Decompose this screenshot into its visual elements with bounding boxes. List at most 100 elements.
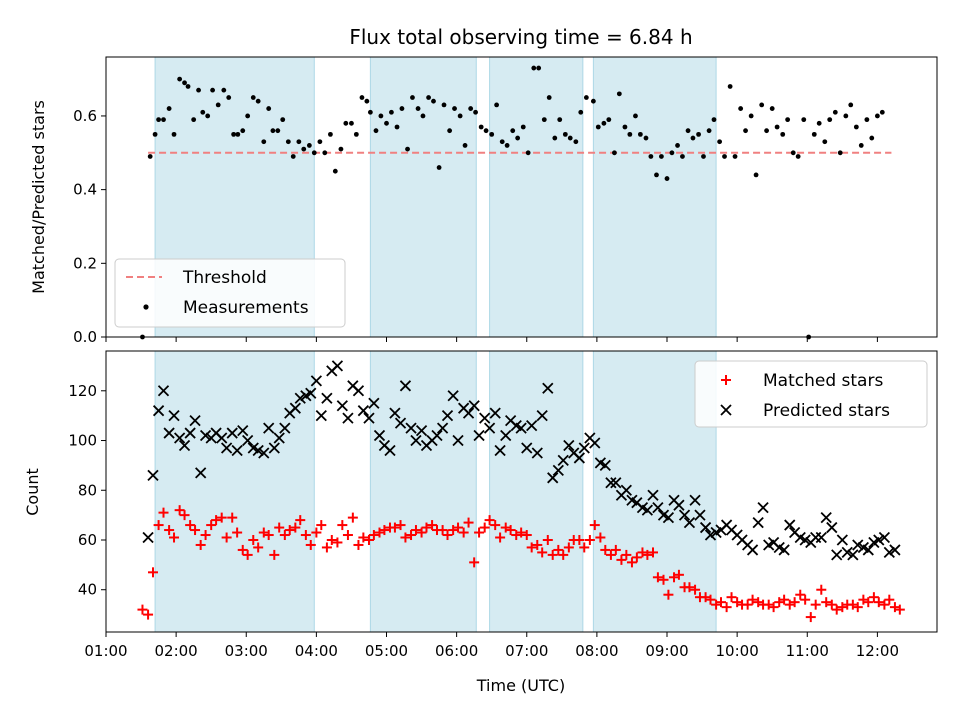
- measurement-point: [328, 131, 333, 137]
- predicted-stars-point: [352, 385, 365, 397]
- predicted-stars-point: [746, 544, 759, 556]
- predicted-stars-point: [152, 405, 165, 417]
- predicted-stars-point: [220, 442, 233, 454]
- measurement-point: [853, 124, 859, 130]
- measurement-point: [801, 117, 807, 123]
- matched-stars-point: [563, 542, 574, 553]
- predicted-stars-point: [620, 484, 632, 496]
- predicted-stars-point: [431, 429, 443, 442]
- predicted-stars-marker-b: [294, 392, 306, 404]
- measurement-point: [171, 131, 177, 137]
- measurement-point: [441, 102, 447, 108]
- measurement-point: [367, 109, 373, 115]
- predicted-stars-marker-b: [673, 499, 685, 511]
- predicted-stars-point: [704, 529, 717, 541]
- matched-stars-point: [311, 527, 322, 538]
- matched-stars-point: [547, 549, 558, 560]
- measurement-point: [483, 128, 489, 134]
- matched-stars-point: [747, 594, 758, 605]
- bottom-legend: Matched stars Predicted stars: [694, 360, 928, 428]
- predicted-stars-marker-b: [489, 407, 501, 419]
- predicted-stars-marker-b: [279, 422, 291, 434]
- measurement-point: [290, 154, 296, 159]
- predicted-stars-marker-b: [547, 472, 559, 484]
- matched-stars-point: [242, 549, 253, 560]
- predicted-stars-marker-b: [494, 444, 506, 457]
- predicted-stars-marker-b: [889, 544, 901, 556]
- measurement-point: [520, 124, 526, 130]
- x-tick-label: 05:00: [365, 642, 408, 660]
- measurement-point: [701, 154, 706, 159]
- predicted-stars-point: [589, 437, 601, 449]
- measurement-point: [343, 120, 349, 126]
- x-tick-label: 02:00: [155, 642, 198, 660]
- measurement-point: [156, 117, 161, 123]
- predicted-stars-point: [468, 400, 480, 412]
- predicted-stars-point: [500, 429, 512, 442]
- predicted-stars-point: [699, 521, 712, 534]
- predicted-stars-point: [479, 412, 491, 424]
- measurement-point: [235, 131, 241, 137]
- bottom-y-axis-label: Count: [23, 468, 42, 516]
- predicted-stars-marker-b: [226, 427, 238, 439]
- predicted-stars-point: [195, 467, 207, 479]
- predicted-stars-marker-b: [504, 414, 517, 427]
- predicted-stars-marker-b: [163, 427, 175, 439]
- predicted-stars-point: [384, 444, 396, 457]
- measurement-point: [426, 95, 431, 100]
- measurement-point: [759, 102, 765, 108]
- measurement-point: [499, 139, 505, 145]
- matched-stars-point: [852, 602, 863, 613]
- predicted-stars-marker-b: [563, 439, 575, 452]
- y-tick-label: 0.2: [73, 254, 97, 272]
- predicted-stars-point: [578, 442, 590, 454]
- x-tick-label: 07:00: [505, 642, 548, 660]
- predicted-stars-point: [415, 424, 428, 437]
- predicted-stars-marker-b: [321, 392, 333, 404]
- matched-stars-point: [147, 567, 158, 578]
- predicted-stars-point: [826, 521, 838, 534]
- measurement-point: [722, 154, 727, 159]
- predicted-stars-marker-b: [746, 544, 759, 556]
- predicted-stars-marker-b: [147, 469, 159, 481]
- measurement-point: [431, 98, 436, 104]
- predicted-stars-marker-b: [452, 434, 464, 447]
- y-tick-label: 0.0: [73, 328, 97, 346]
- predicted-stars-marker-b: [184, 427, 196, 439]
- measurement-point: [616, 91, 622, 97]
- measurement-point: [405, 146, 410, 152]
- matched-stars-point: [826, 599, 837, 610]
- predicted-stars-point: [184, 427, 196, 439]
- measurement-point: [161, 117, 166, 123]
- predicted-stars-marker-b: [216, 432, 228, 444]
- x-tick-label: 01:00: [84, 642, 127, 660]
- measurement-point: [567, 135, 573, 141]
- matched-stars-point: [490, 520, 501, 531]
- predicted-stars-marker-b: [231, 444, 243, 457]
- predicted-stars-marker-b: [573, 452, 585, 464]
- measurement-point: [557, 117, 563, 123]
- measurement-point: [515, 135, 521, 141]
- measurement-point: [285, 139, 291, 145]
- observing-interval: [369, 350, 477, 633]
- predicted-stars-point: [279, 422, 291, 434]
- matched-stars-point: [800, 594, 811, 605]
- predicted-stars-marker-b: [189, 414, 201, 427]
- predicted-stars-marker-b: [767, 536, 780, 549]
- predicted-stars-point: [216, 432, 228, 444]
- predicted-stars-marker-b: [178, 439, 191, 452]
- matched-stars-point: [164, 525, 175, 536]
- measurement-point: [627, 131, 633, 137]
- matched-stars-point: [442, 530, 453, 541]
- matched-stars-point: [347, 512, 358, 523]
- predicted-stars-point: [521, 442, 533, 454]
- predicted-stars-marker-b: [462, 407, 475, 419]
- predicted-stars-point: [258, 447, 270, 459]
- predicted-stars-marker-b: [694, 509, 706, 521]
- predicted-stars-marker-b: [347, 380, 359, 392]
- matched-stars-point: [894, 604, 905, 615]
- measurement-point: [711, 117, 717, 123]
- matched-stars-point: [589, 520, 600, 531]
- predicted-stars-marker-b: [258, 447, 270, 459]
- predicted-stars-point: [199, 429, 212, 442]
